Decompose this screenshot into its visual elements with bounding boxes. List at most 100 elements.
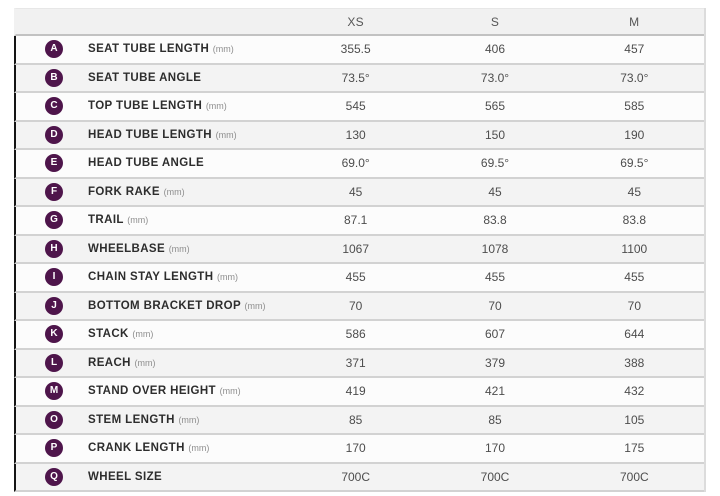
value-cell-xs: 45 <box>348 184 363 199</box>
value-cell-m: 455 <box>624 270 645 285</box>
value-cell-s: 83.8 <box>483 213 507 228</box>
row-label: SEAT TUBE LENGTH (mm) <box>88 43 234 56</box>
value-cell-m: 388 <box>624 355 645 370</box>
table-row: A SEAT TUBE LENGTH (mm) 355.5 406 457 <box>14 36 704 65</box>
letter-badge: F <box>45 182 63 201</box>
value-cell-xs: 87.1 <box>343 213 368 228</box>
letter-badge: L <box>45 353 63 372</box>
table-row: O STEM LENGTH (mm) 85 85 105 <box>14 406 704 435</box>
table-row: K STACK (mm) 586 607 644 <box>14 321 704 350</box>
value-cell-s: 73.0° <box>480 70 510 85</box>
row-label-cell: B SEAT TUBE ANGLE <box>16 68 286 87</box>
header-size-xs: XS <box>347 14 364 29</box>
row-label-cell: M STAND OVER HEIGHT (mm) <box>16 382 286 401</box>
letter-badge: C <box>45 97 63 116</box>
row-label-cell: F FORK RAKE (mm) <box>16 182 286 201</box>
letter-badge: O <box>45 410 63 429</box>
value-cell-xs: 130 <box>345 127 366 142</box>
table-row: H WHEELBASE (mm) 1067 1078 1100 <box>14 235 704 264</box>
row-label: FORK RAKE (mm) <box>88 185 185 198</box>
row-label-cell: C TOP TUBE LENGTH (mm) <box>16 97 286 116</box>
letter-badge: G <box>45 211 63 230</box>
unit-label: (mm) <box>188 443 210 454</box>
value-cell-xs: 170 <box>345 441 366 456</box>
row-label: TRAIL (mm) <box>88 214 149 227</box>
row-label-cell: J BOTTOM BRACKET DROP (mm) <box>16 296 286 315</box>
value-cell-m: 69.5° <box>620 156 649 171</box>
letter-badge: I <box>45 268 63 287</box>
value-cell-m: 73.0° <box>620 70 649 85</box>
row-label: CRANK LENGTH (mm) <box>88 442 210 455</box>
row-label-cell: E HEAD TUBE ANGLE <box>16 154 286 173</box>
value-cell-s: 565 <box>484 99 505 114</box>
table-header-row: XS S M <box>14 8 704 36</box>
table-row: J BOTTOM BRACKET DROP (mm) 70 70 70 <box>14 292 704 321</box>
row-label-cell: G TRAIL (mm) <box>16 211 286 230</box>
table-row: F FORK RAKE (mm) 45 45 45 <box>14 178 704 207</box>
row-label: STAND OVER HEIGHT (mm) <box>88 385 241 398</box>
value-cell-m: 644 <box>624 327 645 342</box>
value-cell-m: 700C <box>619 469 649 484</box>
row-label-cell: P CRANK LENGTH (mm) <box>16 439 286 458</box>
table-row: Q WHEEL SIZE 700C 700C 700C <box>14 463 704 492</box>
letter-badge: M <box>45 382 63 401</box>
unit-label: (mm) <box>205 101 227 112</box>
row-label-cell: K STACK (mm) <box>16 325 286 344</box>
unit-label: (mm) <box>163 186 185 197</box>
value-cell-s: 85 <box>488 412 502 427</box>
value-cell-xs: 355.5 <box>340 42 371 57</box>
value-cell-xs: 73.5° <box>341 70 370 85</box>
value-cell-xs: 419 <box>345 384 366 399</box>
table-row: C TOP TUBE LENGTH (mm) 545 565 585 <box>14 93 704 122</box>
table-row: B SEAT TUBE ANGLE 73.5° 73.0° 73.0° <box>14 64 704 93</box>
value-cell-s: 406 <box>484 42 505 57</box>
row-label-cell: D HEAD TUBE LENGTH (mm) <box>16 125 286 144</box>
row-label: BOTTOM BRACKET DROP (mm) <box>88 299 266 312</box>
letter-badge: Q <box>45 467 63 486</box>
letter-badge: H <box>45 239 63 258</box>
value-cell-m: 175 <box>624 441 645 456</box>
table-row: D HEAD TUBE LENGTH (mm) 130 150 190 <box>14 121 704 150</box>
unit-label: (mm) <box>134 357 156 368</box>
value-cell-xs: 1067 <box>342 241 370 256</box>
letter-badge: K <box>45 325 63 344</box>
geometry-table-body: A SEAT TUBE LENGTH (mm) 355.5 406 457 B SEAT T… <box>14 36 704 492</box>
value-cell-s: 45 <box>488 184 502 199</box>
value-cell-s: 150 <box>484 127 505 142</box>
value-cell-s: 455 <box>484 270 505 285</box>
table-row: M STAND OVER HEIGHT (mm) 419 421 432 <box>14 378 704 407</box>
row-label: REACH (mm) <box>88 356 156 369</box>
value-cell-xs: 545 <box>345 99 366 114</box>
row-label-cell: L REACH (mm) <box>16 353 286 372</box>
unit-label: (mm) <box>168 243 190 254</box>
value-cell-m: 45 <box>627 184 641 199</box>
value-cell-xs: 85 <box>348 412 363 427</box>
geometry-table: XS S M A SEAT TUBE LENGTH (mm) 355.5 406 457… <box>14 8 706 492</box>
unit-label: (mm) <box>212 44 234 55</box>
value-cell-m: 83.8 <box>622 213 646 228</box>
table-row: I CHAIN STAY LENGTH (mm) 455 455 455 <box>14 264 704 293</box>
unit-label: (mm) <box>217 272 239 283</box>
header-size-m: M <box>629 14 640 29</box>
value-cell-m: 105 <box>624 412 645 427</box>
value-cell-xs: 70 <box>348 298 363 313</box>
value-cell-s: 70 <box>488 298 502 313</box>
row-label-cell: I CHAIN STAY LENGTH (mm) <box>16 268 286 287</box>
value-cell-m: 432 <box>624 384 645 399</box>
unit-label: (mm) <box>219 386 241 397</box>
unit-label: (mm) <box>132 329 154 340</box>
value-cell-xs: 700C <box>341 469 370 484</box>
value-cell-xs: 371 <box>345 355 366 370</box>
table-row: L REACH (mm) 371 379 388 <box>14 349 704 378</box>
row-label: SEAT TUBE ANGLE <box>88 71 202 84</box>
value-cell-m: 190 <box>624 127 645 142</box>
row-label: HEAD TUBE LENGTH (mm) <box>88 128 237 141</box>
row-label: STACK (mm) <box>88 328 154 341</box>
value-cell-m: 457 <box>624 42 645 57</box>
value-cell-m: 1100 <box>621 241 648 256</box>
letter-badge: D <box>45 125 63 144</box>
header-size-s: S <box>490 14 500 29</box>
value-cell-xs: 455 <box>345 270 366 285</box>
letter-badge: J <box>45 296 63 315</box>
value-cell-s: 69.5° <box>480 156 510 171</box>
